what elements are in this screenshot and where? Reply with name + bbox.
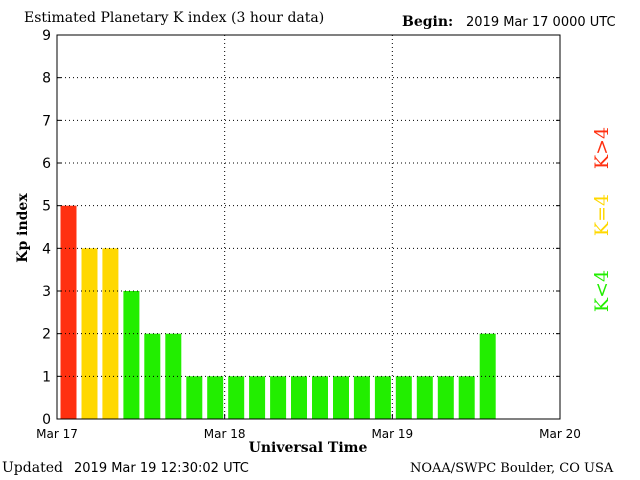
y-tick-label: 9 xyxy=(42,28,51,44)
updated-label: Updated xyxy=(2,460,63,476)
begin-label: Begin: xyxy=(402,14,454,30)
y-tick-label: 0 xyxy=(42,412,51,428)
legend-k-gt-4: K>4 xyxy=(591,127,613,169)
kp-bar xyxy=(479,333,496,419)
y-ticks: 0 1 2 3 4 5 6 7 8 9 xyxy=(42,28,560,428)
kp-bar xyxy=(60,205,77,419)
kp-bar xyxy=(333,376,349,419)
kp-bar xyxy=(249,376,266,419)
x-tick-label: Mar 20 xyxy=(539,427,581,441)
plot-frame xyxy=(56,34,561,420)
kp-bar xyxy=(353,376,370,419)
y-tick-label: 7 xyxy=(42,113,51,129)
grid-group xyxy=(57,34,560,419)
y-axis-label: Kp index xyxy=(15,193,31,263)
kp-bar xyxy=(144,333,161,419)
chart-title: Estimated Planetary K index (3 hour data… xyxy=(24,10,325,26)
y-tick-label: 6 xyxy=(42,156,51,172)
x-ticks: Mar 17 Mar 18 Mar 19 Mar 20 xyxy=(36,414,581,441)
kp-bar xyxy=(458,376,475,419)
kp-bar xyxy=(437,376,454,419)
kp-bar xyxy=(395,376,412,419)
updated-value: 2019 Mar 19 12:30:02 UTC xyxy=(74,461,249,476)
y-tick-label: 8 xyxy=(42,71,51,87)
kp-bar xyxy=(123,291,140,419)
kp-bar xyxy=(228,376,245,419)
kp-bar xyxy=(291,376,307,419)
y-tick-label: 2 xyxy=(42,327,51,343)
y-tick-label: 5 xyxy=(42,199,51,215)
x-axis-label: Universal Time xyxy=(249,440,368,456)
kp-bar xyxy=(416,376,433,419)
y-tick-label: 1 xyxy=(42,369,51,385)
x-tick-label: Mar 17 xyxy=(36,427,78,441)
y-tick-label: 4 xyxy=(42,241,51,257)
kp-bar xyxy=(186,376,203,419)
y-tick-label: 3 xyxy=(42,284,51,300)
bars-group xyxy=(60,205,496,419)
kp-bar xyxy=(270,376,287,419)
credit-text: NOAA/SWPC Boulder, CO USA xyxy=(410,461,614,476)
kp-bar xyxy=(374,376,391,419)
kp-bar xyxy=(312,376,328,419)
kp-bar xyxy=(102,248,119,419)
begin-value: 2019 Mar 17 0000 UTC xyxy=(466,15,616,30)
kp-bar xyxy=(207,376,224,419)
x-tick-label: Mar 19 xyxy=(371,427,413,441)
x-tick-label: Mar 18 xyxy=(204,427,246,441)
legend-k-lt-4: K<4 xyxy=(591,270,613,312)
legend-k-eq-4: K=4 xyxy=(591,194,613,236)
